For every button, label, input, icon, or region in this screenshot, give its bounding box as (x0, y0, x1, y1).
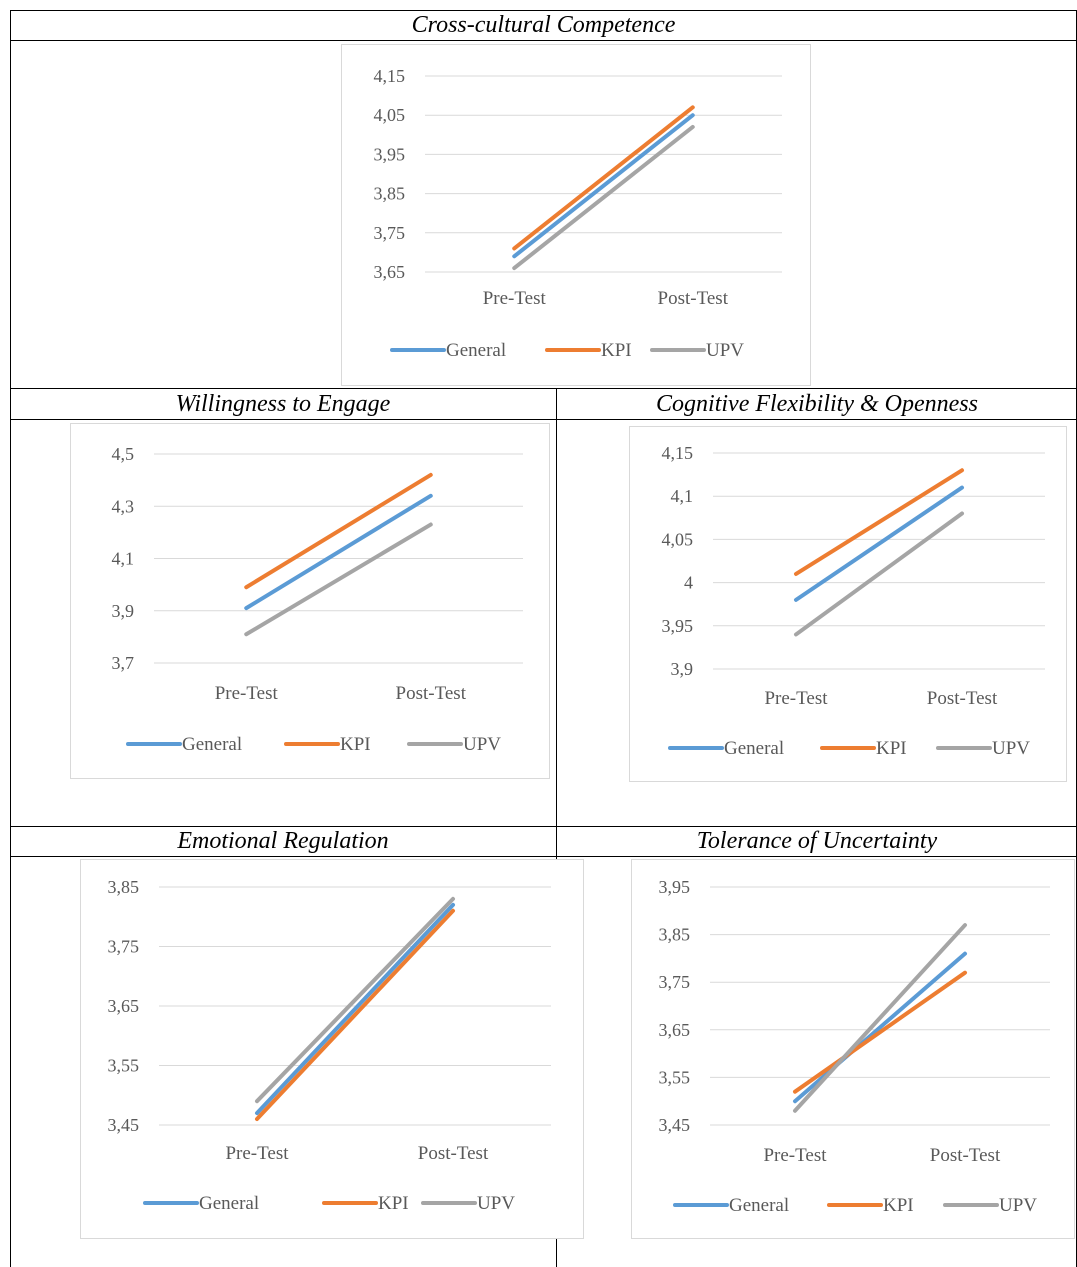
y-tick-label: 4,05 (374, 105, 406, 125)
chart-title-willingness: Willingness to Engage (175, 391, 391, 417)
y-tick-label: 4,05 (662, 529, 694, 549)
series-line-general (793, 951, 967, 1104)
y-tick-label: 3,7 (112, 653, 135, 673)
y-tick-label: 3,9 (671, 659, 694, 679)
y-tick-label: 3,45 (108, 1115, 140, 1135)
y-tick-label: 3,95 (374, 144, 406, 164)
legend-label-upv: UPV (992, 738, 1030, 759)
y-tick-label: 3,85 (374, 184, 406, 204)
chart-title-tolerance: Tolerance of Uncertainty (696, 828, 938, 854)
y-tick-label: 3,75 (374, 223, 406, 243)
series-line-kpi (794, 468, 964, 576)
table-border-left (10, 10, 11, 1267)
series-line-kpi (244, 472, 433, 590)
chart-title-emotional: Emotional Regulation (177, 828, 389, 854)
table-border-row4 (10, 826, 1077, 827)
y-tick-label: 4,15 (374, 66, 406, 86)
series-line-upv (255, 896, 455, 1104)
x-category-label: Pre-Test (483, 288, 547, 309)
y-tick-label: 4 (684, 573, 693, 593)
legend-label-upv: UPV (463, 734, 501, 755)
legend-label-general: General (724, 738, 784, 759)
series-line-general (794, 485, 964, 602)
series-line-general (512, 113, 695, 259)
y-tick-label: 3,65 (108, 996, 140, 1016)
y-tick-label: 4,5 (112, 444, 135, 464)
y-tick-label: 3,65 (374, 262, 406, 282)
legend-label-upv: UPV (999, 1195, 1037, 1216)
series-line-upv (512, 124, 695, 271)
legend-label-upv: UPV (706, 340, 744, 361)
series-line-kpi (512, 105, 695, 251)
chart-svg: 3,65 3,75 3,85 3,95 4,05 4,15 Pre-Test Post-Tes… (374, 66, 782, 361)
chart-title-cognitive: Cognitive Flexibility & Openness (656, 391, 978, 417)
y-tick-label: 3,95 (659, 877, 691, 897)
y-tick-label: 4,1 (112, 549, 135, 569)
y-tick-label: 3,45 (659, 1115, 691, 1135)
series-line-kpi (255, 908, 455, 1122)
x-category-label: Post-Test (418, 1143, 489, 1164)
y-tick-label: 3,75 (659, 972, 691, 992)
series-line-upv (794, 511, 964, 637)
legend-label-upv: UPV (477, 1193, 515, 1214)
x-category-label: Post-Test (396, 683, 467, 704)
y-tick-label: 3,55 (659, 1067, 691, 1087)
table-border-row2 (10, 388, 1077, 389)
x-category-label: Post-Test (930, 1145, 1001, 1166)
chart-cognitive-flexibility: 3,9 3,95 4 4,05 4,1 4,15 Pre-Test Post-Test Gene… (629, 426, 1067, 782)
table-border-row1 (10, 40, 1077, 41)
y-tick-label: 4,3 (112, 496, 135, 516)
table-border-row5 (10, 856, 1077, 857)
legend-label-general: General (182, 734, 242, 755)
series-line-general (244, 493, 433, 611)
chart-cross-cultural-competence: 3,65 3,75 3,85 3,95 4,05 4,15 Pre-Test Post-Tes… (341, 44, 811, 386)
y-tick-label: 4,1 (671, 486, 694, 506)
legend-label-kpi: KPI (601, 340, 632, 361)
legend-label-general: General (199, 1193, 259, 1214)
y-tick-label: 3,9 (112, 601, 135, 621)
chart-title-cross-cultural: Cross-cultural Competence (411, 12, 676, 38)
legend-label-general: General (446, 340, 506, 361)
y-tick-label: 3,55 (108, 1056, 140, 1076)
x-category-label: Pre-Test (225, 1143, 289, 1164)
table-border-row3 (10, 419, 1077, 420)
chart-svg: 3,9 3,95 4 4,05 4,1 4,15 Pre-Test Post-Test Gene… (662, 443, 1045, 759)
y-tick-label: 3,95 (662, 616, 694, 636)
x-category-label: Pre-Test (763, 1145, 827, 1166)
series-line-upv (793, 923, 967, 1113)
series-line-upv (244, 522, 433, 637)
table-border-mid (556, 388, 557, 1267)
x-category-label: Pre-Test (764, 688, 828, 709)
x-category-label: Post-Test (927, 688, 998, 709)
legend-label-kpi: KPI (883, 1195, 914, 1216)
chart-willingness-to-engage: 3,7 3,9 4,1 4,3 4,5 Pre-Test Post-Test General K… (70, 423, 550, 779)
chart-tolerance-of-uncertainty: 3,45 3,55 3,65 3,75 3,85 3,95 Pre-Test Post-Tes… (631, 859, 1075, 1239)
x-category-label: Post-Test (658, 288, 729, 309)
chart-svg: 3,45 3,55 3,65 3,75 3,85 3,95 Pre-Test Post-Tes… (659, 877, 1050, 1216)
chart-emotional-regulation: 3,45 3,55 3,65 3,75 3,85 Pre-Test Post-Test Gen… (80, 859, 584, 1239)
series-line-general (255, 902, 455, 1116)
y-tick-label: 3,75 (108, 937, 140, 957)
series-line-kpi (793, 970, 967, 1094)
legend-label-kpi: KPI (378, 1193, 409, 1214)
y-tick-label: 4,15 (662, 443, 694, 463)
y-tick-label: 3,85 (659, 925, 691, 945)
table-border-top (10, 10, 1077, 11)
y-tick-label: 3,65 (659, 1020, 691, 1040)
legend-label-kpi: KPI (340, 734, 371, 755)
legend-label-general: General (729, 1195, 789, 1216)
chart-svg: 3,7 3,9 4,1 4,3 4,5 Pre-Test Post-Test General K… (112, 444, 523, 755)
legend-label-kpi: KPI (876, 738, 907, 759)
y-tick-label: 3,85 (108, 877, 140, 897)
chart-svg: 3,45 3,55 3,65 3,75 3,85 Pre-Test Post-Test Gen… (108, 877, 551, 1214)
x-category-label: Pre-Test (215, 683, 279, 704)
